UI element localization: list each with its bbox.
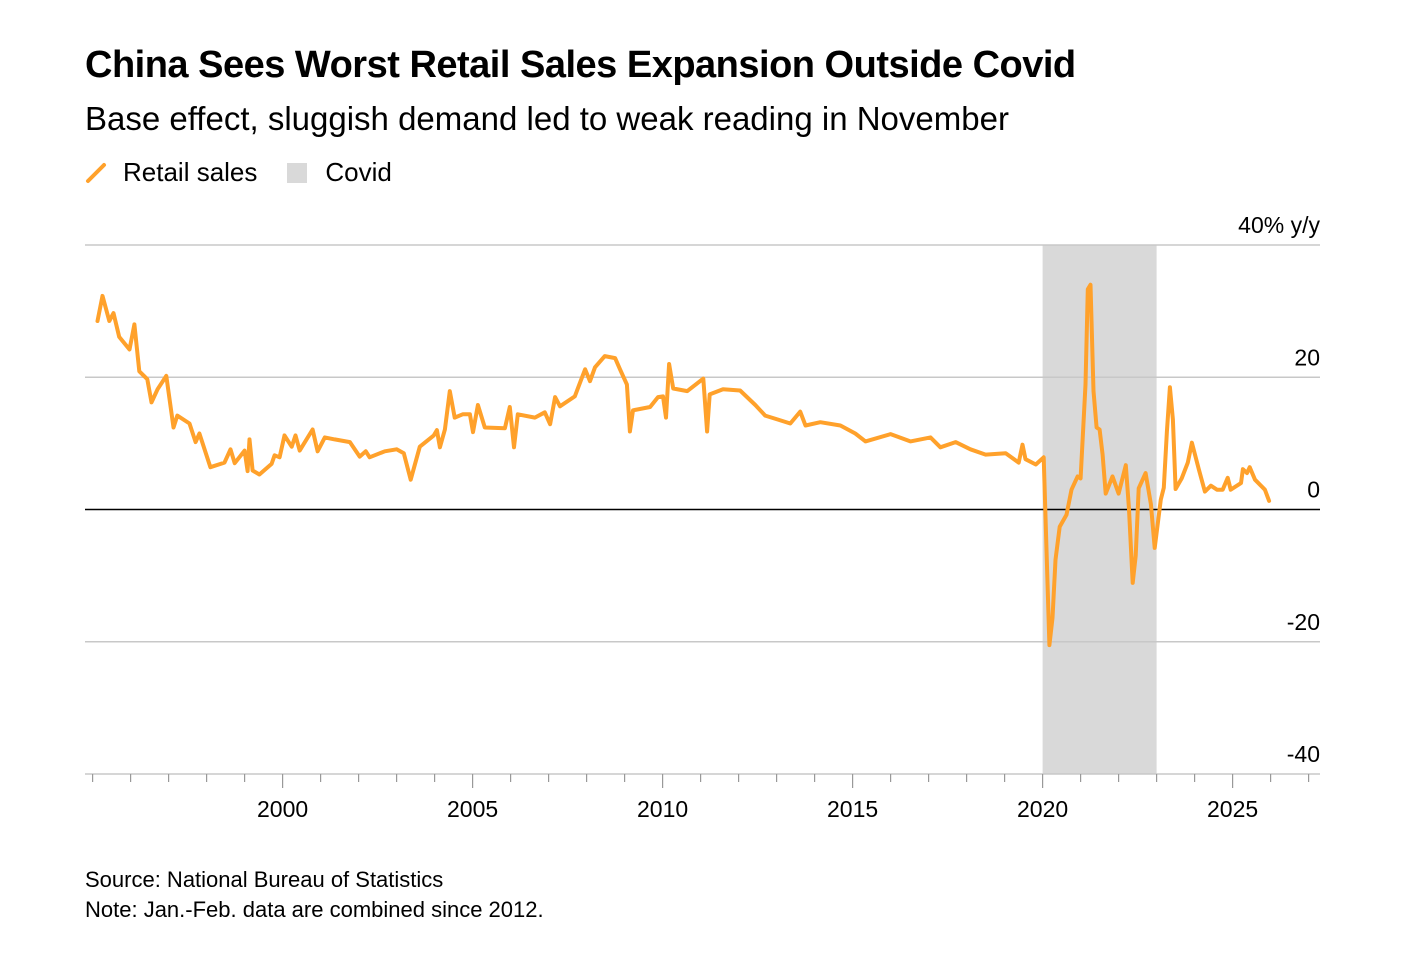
y-tick-label: 40% y/y — [1238, 212, 1320, 238]
y-tick-label: -40 — [1287, 741, 1320, 767]
chart-title: China Sees Worst Retail Sales Expansion … — [85, 44, 1076, 86]
x-tick-label: 2020 — [1017, 796, 1068, 822]
retail-sales-line — [95, 282, 1272, 648]
y-tick-label: 0 — [1307, 477, 1320, 503]
data-note: Note: Jan.-Feb. data are combined since … — [85, 897, 544, 922]
legend-label: Covid — [325, 157, 392, 187]
footer: Source: National Bureau of Statistics No… — [85, 865, 544, 925]
legend-item-covid: Covid — [287, 157, 392, 188]
chart-subtitle: Base effect, sluggish demand led to weak… — [85, 100, 1009, 137]
x-tick-label: 2025 — [1207, 796, 1258, 822]
legend-item-retail-sales: Retail sales — [85, 157, 257, 188]
line-swatch-icon — [86, 162, 106, 183]
x-tick-label: 2000 — [257, 796, 308, 822]
legend: Retail sales Covid — [85, 157, 422, 188]
y-tick-label: 20 — [1294, 344, 1320, 370]
x-tick-label: 2015 — [827, 796, 878, 822]
shade-swatch-icon — [287, 162, 308, 183]
y-tick-label: -20 — [1287, 609, 1320, 635]
x-tick-label: 2005 — [447, 796, 498, 822]
source-note: Source: National Bureau of Statistics — [85, 867, 444, 892]
legend-label: Retail sales — [123, 157, 258, 187]
x-tick-label: 2010 — [637, 796, 688, 822]
